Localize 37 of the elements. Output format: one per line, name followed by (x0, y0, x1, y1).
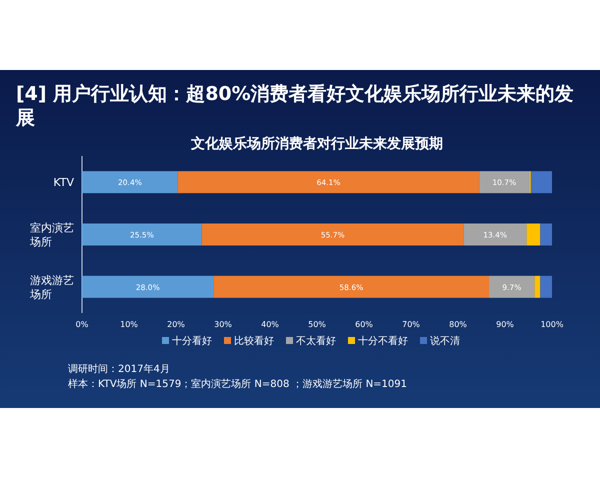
legend-label: 十分看好 (172, 335, 212, 347)
y-tick-label: KTV (53, 176, 74, 190)
bar (202, 224, 464, 246)
x-tick-label: 50% (308, 320, 326, 329)
chart-subtitle: 文化娱乐场所消费者对行业未来发展预期 (190, 135, 443, 152)
x-tick-label: 0% (76, 320, 89, 329)
legend-label: 不太看好 (296, 335, 336, 347)
bar (534, 276, 540, 298)
x-tick-label: 60% (355, 320, 374, 329)
bar (489, 276, 535, 298)
chart-title: [4] 用户行业认知：超80%消费者看好文化娱乐场所行业未来的发展 (15, 83, 574, 129)
legend-label: 说不清 (430, 335, 460, 347)
y-tick-label: 室内演艺场所 (29, 222, 74, 248)
x-tick-label: 80% (449, 320, 468, 329)
bar (526, 224, 540, 246)
bar (479, 171, 530, 194)
bar (530, 171, 552, 194)
x-tick-label: 20% (167, 320, 186, 329)
x-tick-label: 40% (261, 320, 280, 329)
bar (178, 171, 480, 194)
legend-label: 十分不看好 (358, 335, 408, 347)
legend-label: 比较看好 (234, 335, 274, 347)
y-tick-label: 游戏游艺场所 (29, 274, 74, 301)
bar (214, 276, 490, 298)
bar (540, 276, 552, 298)
bar (82, 171, 178, 194)
x-tick-label: 30% (214, 320, 232, 329)
bar (82, 276, 214, 298)
x-tick-label: 100% (540, 320, 564, 329)
bar (464, 224, 527, 246)
x-tick-label: 70% (402, 320, 420, 329)
text: 样本：KTV场所 N=1579；室内演艺场所 N=808 ；游戏游艺场所 N=1091 (68, 378, 408, 390)
x-tick-label: 90% (496, 320, 514, 329)
bar (82, 224, 202, 246)
text: 调研时间：2017年4月 (68, 363, 170, 375)
x-tick-label: 10% (120, 320, 138, 329)
bar (540, 224, 552, 246)
